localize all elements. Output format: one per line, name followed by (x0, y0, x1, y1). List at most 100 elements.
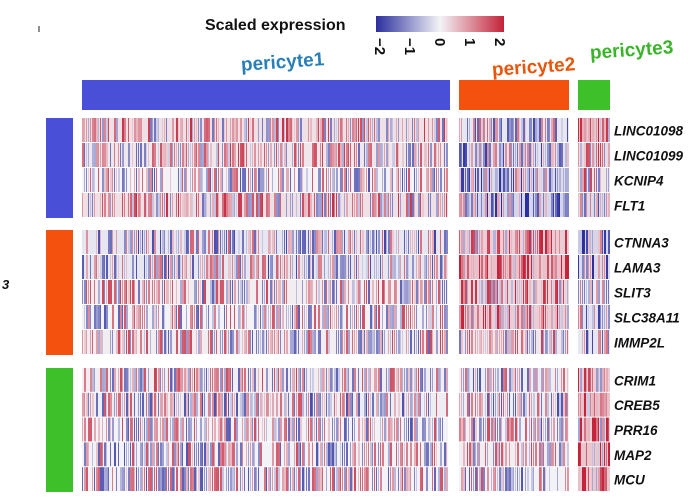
gene-label-linc01099: LINC01099 (614, 149, 684, 164)
heatmap-cell (594, 305, 595, 329)
heatmap-cell (487, 280, 489, 304)
heatmap-cell (188, 280, 189, 304)
heatmap-cell (557, 305, 558, 329)
heatmap-cell (559, 417, 561, 442)
heatmap-cell (465, 280, 467, 304)
heatmap-cell (132, 118, 133, 142)
heatmap-cell (586, 230, 588, 254)
heatmap-cell (584, 168, 586, 192)
heatmap-cell (232, 368, 233, 392)
heatmap-cell (258, 330, 259, 354)
heatmap-cell (130, 193, 132, 217)
heatmap-cell (130, 330, 131, 354)
heatmap-cell (527, 305, 528, 329)
heatmap-cell (541, 442, 543, 467)
heatmap-cell (162, 417, 164, 442)
heatmap-cell (110, 255, 111, 279)
heatmap-cell (533, 280, 535, 304)
heatmap-cell (100, 193, 101, 217)
heatmap-cell (582, 467, 584, 491)
heatmap-cell (388, 368, 390, 392)
heatmap-cell (523, 330, 524, 354)
heatmap-cell (487, 305, 488, 329)
heatmap-cell (541, 168, 542, 192)
heatmap-cell (565, 193, 567, 217)
heatmap-cell (521, 392, 522, 417)
heatmap-cell (499, 392, 500, 417)
heatmap-cell (200, 467, 202, 491)
heatmap-cell (238, 230, 240, 254)
heatmap-cell (541, 230, 543, 254)
heatmap-cell (186, 330, 188, 354)
heatmap-cell (398, 230, 399, 254)
heatmap-cell (340, 168, 342, 192)
heatmap-cell (374, 118, 375, 142)
heatmap-cell (276, 330, 278, 354)
heatmap-cell (459, 168, 461, 192)
heatmap-cell (541, 280, 542, 304)
heatmap-cell (471, 280, 473, 304)
heatmap-cell (82, 330, 83, 354)
heatmap-cell (302, 143, 304, 167)
heatmap-cell (489, 330, 491, 354)
heatmap-cell (358, 368, 359, 392)
heatmap-cell (122, 168, 124, 192)
heatmap-cell (120, 305, 122, 329)
heatmap-cell (578, 230, 580, 254)
heatmap-cell (296, 143, 297, 167)
heatmap-cell (334, 280, 335, 304)
heatmap-cell (440, 417, 441, 442)
heatmap-cell (493, 143, 495, 167)
heatmap-cell (130, 467, 132, 491)
heatmap-cell (551, 143, 553, 167)
heatmap-cell (114, 280, 116, 304)
heatmap-cell (168, 330, 169, 354)
heatmap-cell (216, 467, 218, 491)
heatmap-cell (356, 305, 357, 329)
heatmap-cell (398, 392, 400, 417)
heatmap-cell (499, 417, 501, 442)
heatmap-cell (236, 467, 238, 491)
heatmap-cell (493, 442, 494, 467)
heatmap-cell (110, 368, 111, 392)
heatmap-cell (491, 118, 492, 142)
heatmap-cell (246, 392, 248, 417)
heatmap-cell (352, 442, 354, 467)
heatmap-cell (553, 442, 554, 467)
heatmap-cell (160, 368, 161, 392)
heatmap-cell (262, 305, 264, 329)
heatmap-cell (586, 305, 587, 329)
heatmap-cell (200, 143, 202, 167)
heatmap-cell (608, 118, 610, 142)
heatmap-cell (152, 193, 154, 217)
heatmap-cell (126, 168, 127, 192)
heatmap-cell (264, 467, 266, 491)
heatmap-cell (559, 392, 561, 417)
heatmap-cell (218, 168, 219, 192)
heatmap-cell (535, 330, 536, 354)
heatmap-cell (372, 417, 373, 442)
heatmap-cell (481, 255, 483, 279)
heatmap-cell (90, 255, 91, 279)
heatmap-cell (340, 230, 342, 254)
heatmap-cell (326, 467, 327, 491)
heatmap-cell (220, 230, 221, 254)
heatmap-cell (122, 417, 123, 442)
heatmap-cell (471, 442, 473, 467)
heatmap-cell (348, 467, 350, 491)
heatmap-cell (142, 368, 144, 392)
heatmap-cell (598, 392, 599, 417)
heatmap-cell (370, 118, 371, 142)
heatmap-cell (567, 330, 568, 354)
heatmap-cell (212, 255, 214, 279)
heatmap-cell (598, 168, 600, 192)
heatmap-cell (424, 255, 426, 279)
heatmap-cell (206, 143, 208, 167)
heatmap-cell (92, 467, 93, 491)
heatmap-cell (578, 143, 579, 167)
heatmap-cell (146, 255, 147, 279)
heatmap-cell (386, 193, 388, 217)
heatmap-cell (440, 467, 442, 491)
heatmap-cell (511, 255, 512, 279)
heatmap-cell (543, 305, 544, 329)
